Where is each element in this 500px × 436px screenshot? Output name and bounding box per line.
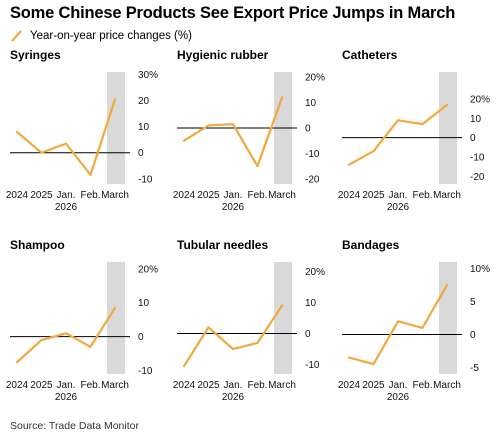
y-tick-label: -20 (470, 172, 485, 183)
panel-catheters: Catheters -20 -10 0 10 20% 2024 2025 Jan. 2026 Fe… (338, 48, 500, 218)
y-tick-label: 20% (470, 95, 490, 106)
x-tick-label: 2024 (6, 380, 29, 391)
y-tick-label: -10 (138, 174, 153, 185)
panel-title: Bandages (342, 238, 400, 252)
y-tick-label: 10 (470, 114, 482, 125)
series-line (347, 283, 449, 366)
shaded-period (107, 262, 125, 374)
x-tick-label: 2025 (30, 190, 53, 201)
x-tick-label: 2026 (222, 392, 245, 403)
legend-label: Year-on-year price changes (%) (30, 30, 192, 42)
x-tick-label: 2024 (6, 190, 29, 201)
y-tick-label: 10 (305, 98, 317, 109)
y-tick-label: 5 (470, 297, 476, 308)
x-tick-label: Feb. (80, 380, 100, 391)
panel-title: Shampoo (10, 238, 65, 252)
shaded-period (107, 72, 125, 184)
y-tick-label: 10 (138, 298, 150, 309)
y-tick-label: 20% (305, 73, 325, 84)
y-tick-label: -10 (470, 152, 485, 163)
y-tick-label: -20 (305, 174, 320, 185)
series-line (15, 98, 117, 176)
x-tick-label: 2026 (55, 392, 78, 403)
panel-title: Hygienic rubber (177, 48, 269, 62)
x-tick-label: 2025 (197, 190, 220, 201)
x-tick-label: Feb. (247, 380, 267, 391)
x-tick-label: Feb. (412, 380, 432, 391)
panel-tubular-needles: Tubular needles -10 0 10 20% 2024 2025 Jan. 202… (173, 238, 342, 408)
x-tick-label: Jan. (224, 380, 243, 391)
series-line (182, 304, 284, 368)
x-tick-label: 2025 (197, 380, 220, 391)
x-tick-label: March (101, 190, 129, 201)
x-tick-label: March (101, 380, 129, 391)
x-tick-label: Jan. (389, 380, 408, 391)
x-tick-label: 2025 (30, 380, 53, 391)
x-tick-label: 2024 (173, 190, 196, 201)
y-tick-label: 0 (470, 133, 476, 144)
y-tick-label: 30% (138, 70, 158, 81)
x-tick-label: 2026 (387, 202, 410, 213)
x-tick-label: Jan. (57, 380, 76, 391)
x-tick-label: 2024 (338, 380, 361, 391)
series-line (347, 103, 449, 166)
panel-title: Syringes (10, 48, 61, 62)
x-tick-label: Jan. (389, 190, 408, 201)
y-tick-label: 20% (305, 267, 325, 278)
y-tick-label: 0 (305, 329, 311, 340)
x-tick-label: 2026 (222, 202, 245, 213)
y-tick-label: 10 (138, 122, 150, 133)
x-tick-label: Feb. (412, 190, 432, 201)
y-tick-label: 0 (470, 330, 476, 341)
y-tick-label: 10% (470, 264, 490, 275)
panel-syringes: Syringes -10 0 10 20 30% 2024 2025 Jan. 2026 Feb.… (6, 48, 175, 218)
x-tick-label: Jan. (224, 190, 243, 201)
shaded-period (274, 262, 292, 374)
x-tick-label: Feb. (80, 190, 100, 201)
y-tick-label: 20 (138, 96, 150, 107)
y-tick-label: -5 (470, 363, 479, 374)
panel-title: Catheters (342, 48, 398, 62)
x-tick-label: March (268, 380, 296, 391)
panel-bandages: Bandages -5 0 5 10% 2024 2025 Jan. 2026 Feb. Marc… (338, 238, 500, 408)
shaded-period (439, 262, 457, 374)
y-tick-label: -10 (305, 149, 320, 160)
x-tick-label: March (268, 190, 296, 201)
y-tick-label: 0 (305, 124, 311, 135)
source-note: Source: Trade Data Monitor (10, 420, 139, 432)
legend-line-icon (11, 30, 22, 42)
y-tick-label: 10 (305, 298, 317, 309)
shaded-period (439, 72, 457, 184)
y-tick-label: 0 (138, 148, 144, 159)
x-tick-label: Feb. (247, 190, 267, 201)
chart-title: Some Chinese Products See Export Price J… (10, 4, 456, 22)
panel-shampoo: Shampoo -10 0 10 20% 2024 2025 Jan. 2026 Feb. Mar… (6, 238, 175, 408)
x-tick-label: Jan. (57, 190, 76, 201)
panel-title: Tubular needles (177, 238, 269, 252)
y-tick-label: -10 (138, 366, 153, 377)
x-tick-label: 2024 (173, 380, 196, 391)
x-tick-label: 2024 (338, 190, 361, 201)
x-tick-label: 2025 (362, 190, 385, 201)
x-tick-label: March (433, 380, 461, 391)
x-tick-label: 2026 (387, 392, 410, 403)
x-tick-label: 2026 (55, 202, 78, 213)
panel-hygienic-rubber: Hygienic rubber -20 -10 0 10 20% 2024 2025 Jan.… (173, 48, 342, 218)
x-tick-label: March (433, 190, 461, 201)
legend: Year-on-year price changes (%) (10, 28, 192, 44)
y-tick-label: 0 (138, 332, 144, 343)
series-line (182, 96, 284, 168)
y-tick-label: -10 (305, 360, 320, 371)
series-line (15, 306, 117, 364)
x-tick-label: 2025 (362, 380, 385, 391)
y-tick-label: 20% (138, 264, 158, 275)
